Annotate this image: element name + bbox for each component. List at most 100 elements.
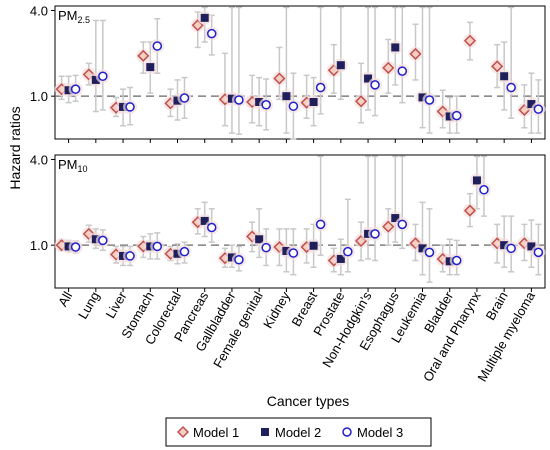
point-model-1 [382,61,395,74]
point-model-3 [206,28,217,39]
point-model-3 [288,248,299,258]
legend-marker [261,428,269,436]
point-model-2 [282,92,291,101]
legend-marker [342,427,352,437]
y-tick-label: 4.0 [30,152,48,167]
point-model-3 [234,254,244,265]
panel-label: PM2.5 [58,8,90,25]
point-model-3 [424,95,435,105]
point-model-2 [255,97,264,106]
x-tick-label: Brain [483,289,511,323]
y-tick-label: 1.0 [30,238,48,253]
point-model-3 [315,219,326,230]
x-tick-labels: All Lung LiverStomachColorectalPancreasGal… [55,288,538,384]
x-tick-label: Lung [75,289,102,322]
point-model-2 [227,253,236,262]
x-axis-label: Cancer types [267,393,349,409]
point-model-2 [227,94,236,103]
legend: Model 1 Model 2 Model 3 [165,417,432,447]
point-model-1 [491,60,504,73]
point-model-2 [364,74,373,83]
point-model-2 [391,214,400,223]
point-model-2 [200,13,209,22]
point-model-3 [261,100,271,110]
point-model-3 [261,242,271,253]
point-model-2 [445,112,454,121]
point-model-3 [70,84,81,94]
point-model-1 [409,47,422,60]
point-model-3 [206,222,217,233]
point-model-2 [146,63,155,72]
point-model-2 [418,244,427,253]
point-model-2 [173,249,182,258]
point-model-3 [533,104,544,114]
point-model-2 [309,241,318,250]
point-model-2 [500,72,509,81]
point-model-3 [98,71,108,81]
point-model-3 [234,95,244,105]
point-model-2 [418,93,427,102]
x-tick-label: All [55,289,75,309]
panel-frame [54,5,546,140]
point-model-3 [98,235,108,246]
panel-2: 1.0 4.0 PM10 [30,152,546,292]
point-model-2 [336,254,345,263]
legend-label: Model 1 [193,425,239,440]
point-model-3 [506,243,516,254]
point-model-1 [463,34,477,47]
point-model-3 [451,255,462,266]
point-model-2 [173,96,182,105]
legend-label: Model 2 [275,425,321,440]
point-model-3 [397,66,408,76]
panels: 1.0 4.0 PM2.5 1.0 4.0 PM10 [30,3,546,292]
point-model-3 [343,246,353,257]
point-model-3 [370,80,380,90]
legend-box [165,417,432,447]
point-model-2 [282,246,291,255]
point-model-2 [391,43,400,52]
point-model-3 [152,241,163,252]
legend-marker [176,425,190,439]
point-model-2 [445,257,454,266]
point-model-2 [336,61,345,70]
point-model-3 [125,251,135,261]
point-model-2 [200,216,209,225]
y-tick-label: 4.0 [30,3,48,18]
point-model-2 [527,242,536,251]
point-model-1 [382,220,395,233]
point-model-2 [527,100,536,109]
point-model-3 [288,101,299,111]
point-model-3 [125,102,135,112]
point-model-3 [533,247,544,258]
point-model-1 [463,204,477,217]
point-model-3 [370,229,380,239]
legend-label: Model 3 [357,425,403,440]
panel-frame [54,154,546,289]
point-model-2 [91,75,100,84]
point-model-3 [179,93,190,103]
point-model-3 [315,82,326,93]
point-model-3 [179,246,190,257]
point-model-1 [137,49,150,62]
panel-1: 1.0 4.0 PM2.5 [30,3,546,143]
x-tick-label: Kidney [260,289,293,331]
point-model-1 [273,72,286,85]
point-model-1 [354,95,368,108]
x-tick-label: Liver [103,288,130,320]
point-model-3 [70,242,81,252]
point-model-3 [451,110,462,121]
point-model-2 [472,176,481,185]
point-model-3 [479,185,489,195]
point-model-3 [152,41,163,51]
point-model-2 [255,235,264,244]
panel-label: PM10 [58,157,88,174]
y-axis-label: Hazard ratios [7,106,23,189]
point-model-3 [424,247,435,258]
point-model-3 [506,82,516,93]
point-model-2 [91,235,100,244]
point-model-3 [397,219,408,230]
point-model-2 [309,97,318,106]
point-model-2 [64,242,73,251]
point-model-2 [500,241,509,250]
